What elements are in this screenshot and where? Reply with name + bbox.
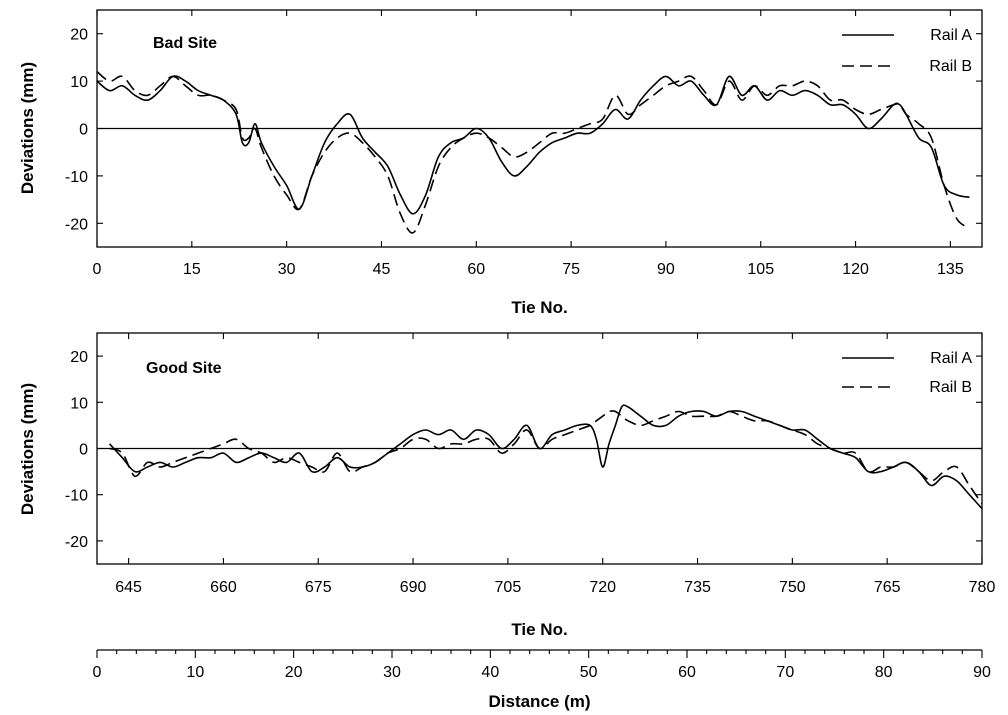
x-tick-label: 690: [400, 579, 427, 596]
x-tick-label: 720: [589, 579, 616, 596]
x-tick-label: 90: [657, 261, 675, 278]
series-rail-b-line: [96, 70, 970, 234]
distance-tick-label: 10: [186, 664, 204, 681]
y-tick-label: 20: [70, 349, 88, 366]
x-tick-label: 45: [373, 261, 391, 278]
x-tick-label: 15: [183, 261, 201, 278]
legend-label: Rail A: [930, 27, 972, 44]
legend-label: Rail B: [929, 379, 972, 396]
distance-tick-label: 70: [776, 664, 794, 681]
legend-label: Rail A: [930, 350, 972, 367]
site-annotation: Good Site: [146, 360, 222, 377]
series-rail-b-line: [109, 410, 983, 505]
x-tick-label: 120: [842, 261, 869, 278]
site-annotation: Bad Site: [153, 35, 217, 52]
y-axis-label: Deviations (mm): [18, 383, 37, 515]
x-tick-label: 135: [937, 261, 964, 278]
x-tick-label: 735: [684, 579, 711, 596]
x-tick-label: 645: [115, 579, 142, 596]
series-rail-a-line: [96, 75, 970, 215]
x-tick-label: 105: [747, 261, 774, 278]
y-tick-label: -10: [65, 169, 88, 186]
distance-tick-label: 50: [580, 664, 598, 681]
x-tick-label: 0: [93, 261, 102, 278]
x-tick-label: 750: [779, 579, 806, 596]
y-tick-label: -20: [65, 534, 88, 551]
x-tick-label: 765: [874, 579, 901, 596]
distance-axis-label: Distance (m): [488, 692, 590, 711]
legend-label: Rail B: [929, 58, 972, 75]
distance-tick-label: 80: [875, 664, 893, 681]
y-tick-label: 0: [79, 442, 88, 459]
x-axis-label: Tie No.: [511, 620, 567, 639]
x-tick-label: 705: [495, 579, 522, 596]
distance-tick-label: 30: [383, 664, 401, 681]
y-tick-label: -20: [65, 216, 88, 233]
x-tick-label: 30: [278, 261, 296, 278]
y-tick-label: 0: [79, 122, 88, 139]
x-tick-label: 60: [467, 261, 485, 278]
y-tick-label: 10: [70, 74, 88, 91]
y-axis-label: Deviations (mm): [18, 62, 37, 194]
y-tick-label: 10: [70, 395, 88, 412]
good-site-panel: 645 660 675 690 705 720 735 750 765 780 -20 -10 0 10 2…: [18, 332, 996, 639]
x-tick-label: 675: [305, 579, 332, 596]
y-tick-label: -10: [65, 488, 88, 505]
bad-site-panel: 0 15 30 45 60 75 90 105 120 135 -20 -10 0 10 20 Rail A R…: [18, 9, 983, 317]
series-rail-a-line: [109, 404, 983, 510]
distance-axis: 0 10 20 30 40 50 60 70 80 90 Distance (m): [93, 649, 991, 711]
y-tick-label: 20: [70, 27, 88, 44]
x-tick-label: 780: [969, 579, 996, 596]
distance-tick-label: 20: [285, 664, 303, 681]
distance-tick-label: 40: [481, 664, 499, 681]
x-tick-label: 75: [562, 261, 580, 278]
x-axis-label: Tie No.: [511, 298, 567, 317]
distance-tick-label: 0: [93, 664, 102, 681]
distance-tick-label: 90: [973, 664, 991, 681]
x-tick-label: 660: [210, 579, 237, 596]
distance-tick-label: 60: [678, 664, 696, 681]
